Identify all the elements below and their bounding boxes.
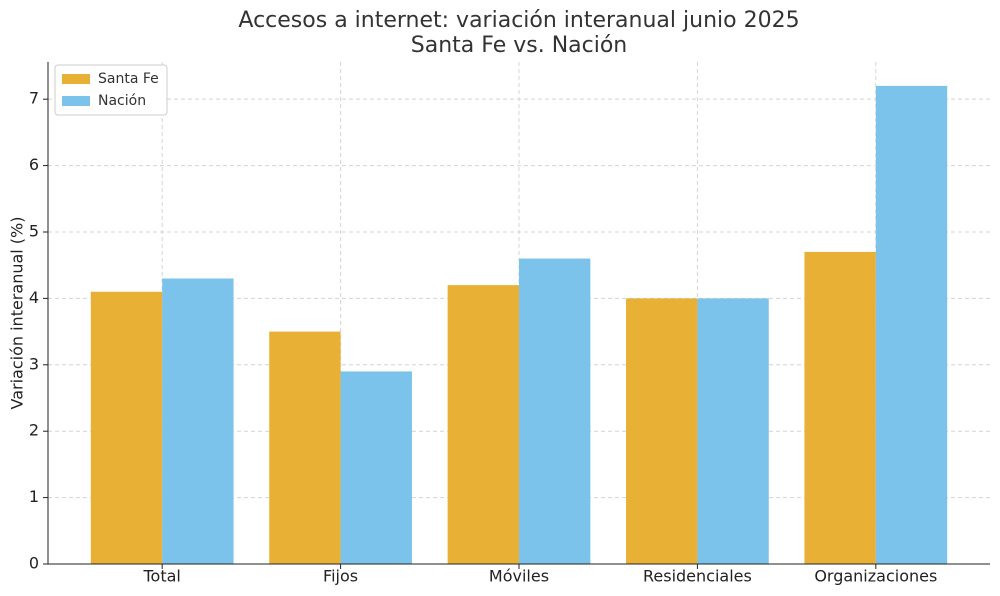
bar [697, 298, 769, 564]
chart-subtitle: Santa Fe vs. Nación [411, 33, 628, 58]
bar [340, 371, 412, 564]
legend-label: Nación [98, 93, 146, 109]
bar [519, 258, 591, 564]
bar [447, 285, 519, 564]
x-tick-label: Fijos [323, 567, 358, 586]
bar [875, 85, 948, 565]
y-tick-label: 1 [29, 487, 39, 506]
legend-swatch [62, 96, 90, 106]
bar [90, 291, 163, 564]
bar [162, 278, 234, 564]
x-tick-label: Móviles [489, 567, 549, 586]
legend-swatch [62, 74, 90, 84]
bar [804, 251, 876, 565]
y-axis-label: Variación interanual (%) [8, 217, 27, 410]
y-tick-label: 5 [29, 221, 39, 240]
y-tick-label: 3 [29, 354, 39, 373]
y-tick-label: 7 [29, 89, 39, 108]
x-tick-label: Organizaciones [814, 567, 937, 586]
chart-title: Accesos a internet: variación interanual… [238, 8, 799, 33]
y-tick-label: 2 [29, 421, 39, 440]
x-tick-label: Total [142, 567, 180, 586]
y-tick-label: 6 [29, 155, 39, 174]
legend-label: Santa Fe [98, 71, 159, 87]
bar [626, 298, 698, 564]
bar [269, 331, 341, 564]
y-tick-label: 4 [29, 288, 39, 307]
y-tick-label: 0 [29, 554, 39, 573]
x-tick-label: Residenciales [643, 567, 752, 586]
